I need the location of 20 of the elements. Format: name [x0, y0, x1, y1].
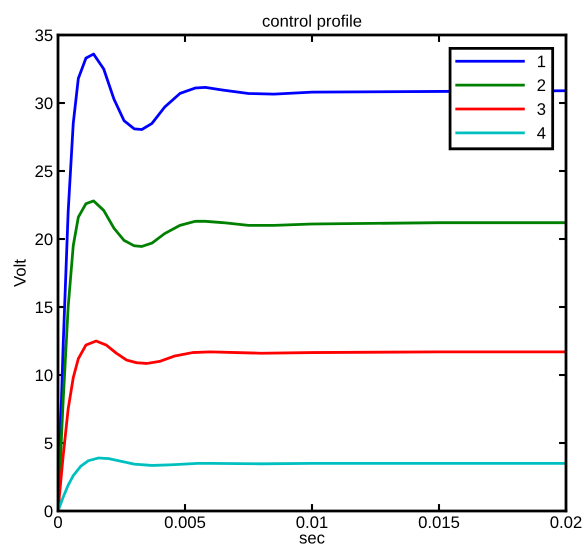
y-tick-label: 5: [44, 438, 52, 450]
y-tick-label: 35: [35, 29, 52, 42]
x-tick-label: 0.005: [164, 516, 206, 528]
y-tick-label: 10: [36, 369, 52, 382]
y-tick-label: 25: [35, 165, 52, 178]
x-tick-label: 0.02: [550, 516, 582, 528]
x-tick-label: 0.015: [418, 516, 460, 528]
y-tick-label: 15: [36, 302, 52, 314]
y-axis-title: Volt: [14, 259, 26, 287]
legend-label: 1: [538, 56, 546, 68]
legend-label: 4: [537, 127, 546, 139]
x-axis-title: sec: [299, 534, 325, 544]
x-tick-label: 0: [54, 516, 62, 528]
y-tick-label: 30: [35, 97, 52, 110]
legend-label: 3: [537, 103, 546, 115]
x-tick-label: 0.01: [296, 516, 328, 528]
y-tick-label: 0: [44, 505, 52, 518]
legend-label: 2: [538, 79, 546, 91]
y-tick-label: 20: [35, 233, 52, 246]
chart-title: control profile: [262, 14, 362, 30]
